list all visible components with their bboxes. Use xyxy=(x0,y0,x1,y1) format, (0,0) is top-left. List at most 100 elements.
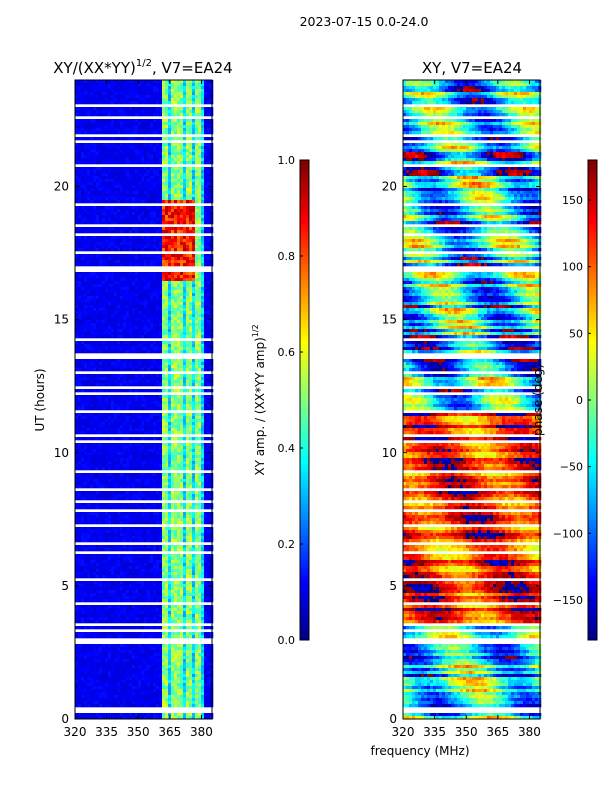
heatmap-cell xyxy=(198,458,202,462)
heatmap-cell xyxy=(132,296,136,300)
heatmap-cell xyxy=(150,170,154,174)
heatmap-cell xyxy=(159,86,163,90)
heatmap-cell xyxy=(162,206,166,210)
heatmap-cell xyxy=(93,221,97,225)
heatmap-cell xyxy=(153,245,157,249)
heatmap-cell xyxy=(144,248,148,252)
heatmap-cell xyxy=(96,302,100,306)
heatmap-cell xyxy=(189,137,193,141)
heatmap-cell xyxy=(114,317,118,321)
heatmap-cell xyxy=(201,212,205,216)
heatmap-cell xyxy=(105,89,109,93)
heatmap-cell xyxy=(96,128,100,132)
heatmap-cell xyxy=(177,191,181,195)
heatmap-cell xyxy=(87,185,91,189)
heatmap-cell xyxy=(126,377,130,381)
heatmap-cell xyxy=(111,176,115,180)
heatmap-cell xyxy=(117,221,121,225)
heatmap-cell xyxy=(192,248,196,252)
heatmap-cell xyxy=(177,122,181,126)
heatmap-cell xyxy=(204,380,208,384)
heatmap-cell xyxy=(84,149,88,153)
heatmap-cell xyxy=(108,260,112,264)
heatmap-cell xyxy=(144,149,148,153)
heatmap-cell xyxy=(117,200,121,204)
heatmap-cell xyxy=(138,107,142,111)
heatmap-cell xyxy=(162,278,166,282)
heatmap-cell xyxy=(198,194,202,198)
heatmap-cell xyxy=(201,422,205,426)
heatmap-cell xyxy=(186,176,190,180)
heatmap-cell xyxy=(186,320,190,324)
heatmap-cell xyxy=(177,188,181,192)
heatmap-cell xyxy=(207,230,211,234)
heatmap-cell xyxy=(90,311,94,315)
heatmap-cell xyxy=(93,395,97,399)
heatmap-cell xyxy=(93,335,97,339)
heatmap-cell xyxy=(195,347,199,351)
heatmap-cell xyxy=(159,368,163,372)
heatmap-cell xyxy=(165,248,169,252)
heatmap-cell xyxy=(135,359,139,363)
heatmap-cell xyxy=(114,377,118,381)
heatmap-cell xyxy=(207,383,211,387)
heatmap-cell xyxy=(87,143,91,147)
heatmap-cell xyxy=(195,89,199,93)
heatmap-cell xyxy=(153,239,157,243)
heatmap-cell xyxy=(165,146,169,150)
heatmap-cell xyxy=(75,161,79,165)
heatmap-cell xyxy=(174,443,178,447)
heatmap-cell xyxy=(165,275,169,279)
heatmap-cell xyxy=(168,179,172,183)
heatmap-cell xyxy=(165,422,169,426)
heatmap-cell xyxy=(162,101,166,105)
heatmap-cell xyxy=(162,128,166,132)
heatmap-cell xyxy=(117,206,121,210)
heatmap-cell xyxy=(165,230,169,234)
heatmap-cell xyxy=(153,95,157,99)
heatmap-cell xyxy=(201,305,205,309)
heatmap-cell xyxy=(153,431,157,435)
heatmap-cell xyxy=(156,377,160,381)
heatmap-cell xyxy=(84,272,88,276)
heatmap-cell xyxy=(189,431,193,435)
heatmap-cell xyxy=(201,152,205,156)
heatmap-cell xyxy=(81,227,85,231)
heatmap-cell xyxy=(96,263,100,267)
heatmap-cell xyxy=(153,449,157,453)
heatmap-cell xyxy=(87,86,91,90)
heatmap-cell xyxy=(132,176,136,180)
heatmap-cell xyxy=(165,311,169,315)
heatmap-cell xyxy=(135,119,139,123)
heatmap-cell xyxy=(105,257,109,261)
heatmap-cell xyxy=(159,323,163,327)
heatmap-cell xyxy=(129,242,133,246)
heatmap-cell xyxy=(159,278,163,282)
heatmap-cell xyxy=(75,113,79,117)
heatmap-cell xyxy=(204,449,208,453)
heatmap-cell xyxy=(156,284,160,288)
heatmap-cell xyxy=(180,449,184,453)
heatmap-cell xyxy=(171,239,175,243)
heatmap-cell xyxy=(114,257,118,261)
heatmap-cell xyxy=(207,206,211,210)
heatmap-cell xyxy=(168,248,172,252)
heatmap-cell xyxy=(156,218,160,222)
heatmap-cell xyxy=(180,308,184,312)
heatmap-cell xyxy=(186,383,190,387)
heatmap-cell xyxy=(135,206,139,210)
heatmap-cell xyxy=(138,389,142,393)
heatmap-cell xyxy=(180,110,184,114)
heatmap-cell xyxy=(132,416,136,420)
heatmap-cell xyxy=(147,107,151,111)
heatmap-cell xyxy=(180,206,184,210)
heatmap-cell xyxy=(165,194,169,198)
heatmap-cell xyxy=(207,455,211,459)
heatmap-cell xyxy=(174,329,178,333)
heatmap-cell xyxy=(117,158,121,162)
heatmap-cell xyxy=(201,389,205,393)
heatmap-cell xyxy=(111,236,115,240)
heatmap-cell xyxy=(207,89,211,93)
heatmap-cell xyxy=(183,215,187,219)
heatmap-cell xyxy=(117,254,121,258)
